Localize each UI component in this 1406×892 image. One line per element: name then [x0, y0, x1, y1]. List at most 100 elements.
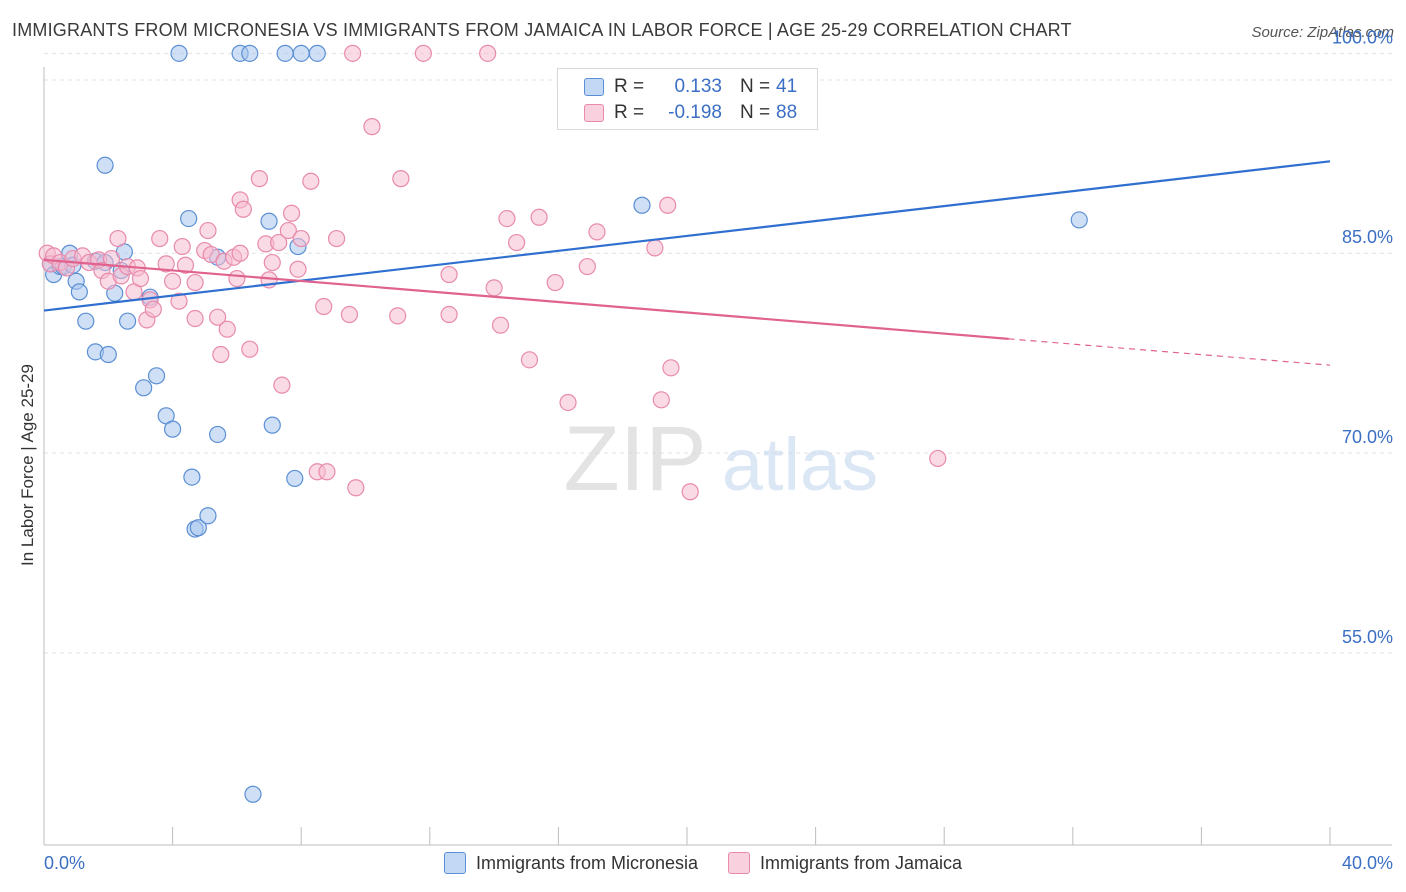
r-label: R =: [614, 76, 645, 97]
micronesia-point: [164, 420, 182, 438]
chart-source: Source: ZipAtlas.com: [1251, 24, 1394, 41]
micronesia-point: [180, 209, 198, 228]
jamaica-point: [491, 316, 510, 334]
jamaica-point: [164, 272, 182, 290]
axes: [43, 67, 1392, 846]
jamaica-point: [344, 44, 362, 62]
data-points: [38, 44, 1088, 803]
legend-label-micronesia: Immigrants from Micronesia: [475, 852, 698, 873]
jamaica-point: [929, 449, 947, 468]
jamaica-point: [681, 483, 699, 501]
jamaica-point: [109, 229, 127, 248]
y-tick-label: 70.0%: [1342, 427, 1393, 447]
legend-label-jamaica: Immigrants from Jamaica: [760, 852, 963, 873]
jamaica-point: [508, 233, 526, 252]
micronesia-point: [241, 44, 259, 62]
micronesia-point: [77, 312, 95, 330]
jamaica-point: [157, 255, 175, 273]
legend-item-micronesia[interactable]: Immigrants from Micronesia: [443, 852, 698, 874]
r-value-micronesia: 0.133: [674, 76, 722, 97]
micronesia-point: [260, 212, 278, 230]
n-label: N =: [740, 102, 771, 123]
jamaica-point: [440, 265, 458, 284]
jamaica-point: [520, 351, 539, 369]
micronesia-point: [209, 425, 227, 444]
tick-labels: 55.0% 70.0% 85.0% 100.0% 0.0% 40.0%: [44, 27, 1393, 873]
micronesia-point: [276, 44, 294, 62]
jamaica-point: [559, 393, 577, 412]
jamaica-point: [212, 345, 230, 364]
jamaica-point: [151, 229, 169, 248]
series-legend: Immigrants from Micronesia Immigrants fr…: [0, 852, 1406, 874]
jamaica-trend-extension: [1008, 338, 1331, 366]
jamaica-point: [479, 44, 497, 62]
jamaica-point: [250, 170, 269, 188]
watermark-atlas: atlas: [722, 423, 878, 506]
jamaica-point: [363, 118, 381, 136]
watermark: ZIP atlas: [563, 408, 878, 510]
jamaica-point: [498, 209, 516, 228]
jamaica-point: [646, 239, 664, 257]
jamaica-point: [270, 233, 288, 252]
jamaica-point: [170, 292, 188, 310]
jamaica-point: [228, 269, 246, 288]
stats-row-micronesia: R = 0.133 N = 41: [584, 75, 797, 99]
micronesia-point: [286, 469, 304, 488]
y-tick-label: 100.0%: [1332, 27, 1393, 47]
micronesia-trend-line: [43, 160, 1331, 312]
jamaica-point: [102, 249, 121, 268]
jamaica-point: [279, 221, 297, 240]
jamaica-swatch: [584, 104, 604, 122]
trend-lines: [43, 160, 1331, 366]
y-tick-label: 85.0%: [1342, 227, 1393, 247]
jamaica-point: [209, 308, 227, 326]
micronesia-point: [135, 379, 153, 397]
jamaica-trend-line: [43, 258, 1009, 340]
micronesia-point: [1070, 211, 1088, 229]
jamaica-point: [173, 237, 191, 256]
micronesia-point: [292, 44, 310, 62]
jamaica-point: [530, 208, 548, 226]
micronesia-point: [118, 312, 137, 330]
micronesia-point: [70, 283, 88, 301]
jamaica-point: [282, 204, 301, 222]
chart-title: IMMIGRANTS FROM MICRONESIA VS IMMIGRANTS…: [12, 20, 1072, 40]
r-label: R =: [614, 102, 645, 123]
jamaica-point: [292, 229, 310, 248]
micronesia-point: [633, 196, 651, 214]
jamaica-point: [263, 253, 281, 272]
micronesia-point: [244, 785, 262, 803]
r-value-jamaica: -0.198: [668, 102, 722, 123]
micronesia-point: [96, 156, 114, 174]
jamaica-point: [578, 257, 596, 276]
jamaica-point: [414, 44, 432, 62]
jamaica-point: [289, 260, 307, 278]
jamaica-point: [186, 273, 204, 292]
jamaica-point: [662, 359, 680, 377]
jamaica-point: [588, 223, 606, 241]
jamaica-point: [199, 221, 217, 240]
micronesia-legend-swatch: [443, 852, 466, 874]
jamaica-point: [659, 196, 677, 214]
stats-legend: R = 0.133 N = 41 R = -0.198 N = 88: [557, 68, 818, 130]
micronesia-point: [170, 44, 188, 62]
micronesia-point: [99, 345, 117, 364]
jamaica-point: [440, 305, 458, 324]
jamaica-point: [302, 172, 320, 190]
jamaica-point: [652, 391, 670, 409]
jamaica-point: [231, 244, 249, 262]
jamaica-point: [144, 300, 162, 318]
jamaica-point: [389, 307, 407, 325]
legend-item-jamaica[interactable]: Immigrants from Jamaica: [728, 852, 962, 874]
jamaica-point: [176, 256, 195, 274]
jamaica-point: [546, 273, 564, 292]
micronesia-swatch: [584, 78, 604, 96]
jamaica-point: [318, 463, 336, 481]
jamaica-point: [234, 200, 252, 218]
n-value-jamaica: 88: [776, 102, 798, 123]
jamaica-point: [186, 309, 204, 328]
jamaica-point: [327, 229, 346, 248]
jamaica-point: [241, 340, 259, 358]
micronesia-point: [263, 416, 281, 434]
